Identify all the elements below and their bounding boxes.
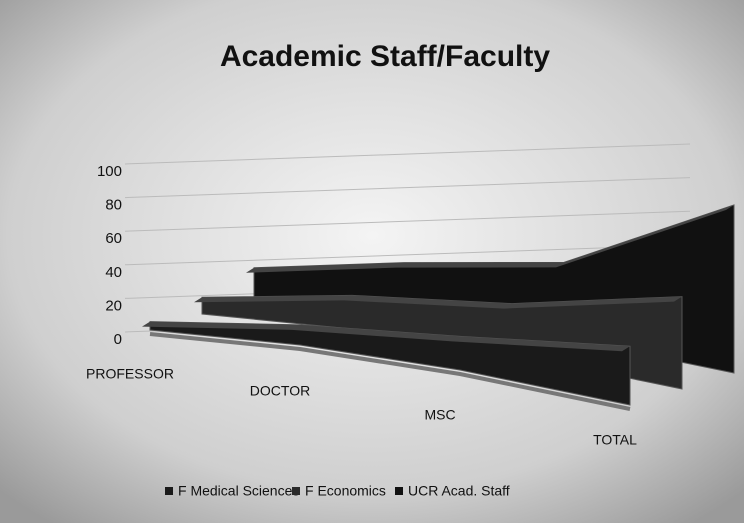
legend-swatch (165, 487, 173, 495)
area-top (142, 321, 630, 352)
chart-title: Academic Staff/Faculty (220, 40, 550, 73)
area-top (194, 295, 682, 309)
grid-line (124, 210, 691, 232)
legend-label: UCR Acad. Staff (408, 483, 510, 499)
legend-swatch (395, 487, 403, 495)
grid-line (124, 143, 691, 165)
legend-label: F Economics (305, 483, 386, 499)
grid-line (124, 244, 691, 266)
y-tick-label: 80 (105, 197, 122, 214)
x-tick-label: MSC (424, 407, 455, 423)
y-tick-label: 100 (97, 163, 122, 180)
y-tick-label: 20 (105, 297, 122, 314)
x-tick-label: TOTAL (593, 432, 637, 448)
area-top (246, 205, 734, 273)
legend-label: F Medical Sciences (178, 483, 299, 499)
floor-edge (149, 332, 631, 411)
x-tick-label: PROFESSOR (86, 366, 174, 382)
legend-swatch (292, 487, 300, 495)
y-tick-label: 0 (114, 331, 122, 348)
y-tick-label: 40 (105, 264, 122, 281)
x-tick-label: DOCTOR (250, 383, 310, 399)
grid-line (124, 177, 691, 199)
y-tick-label: 60 (105, 230, 122, 247)
